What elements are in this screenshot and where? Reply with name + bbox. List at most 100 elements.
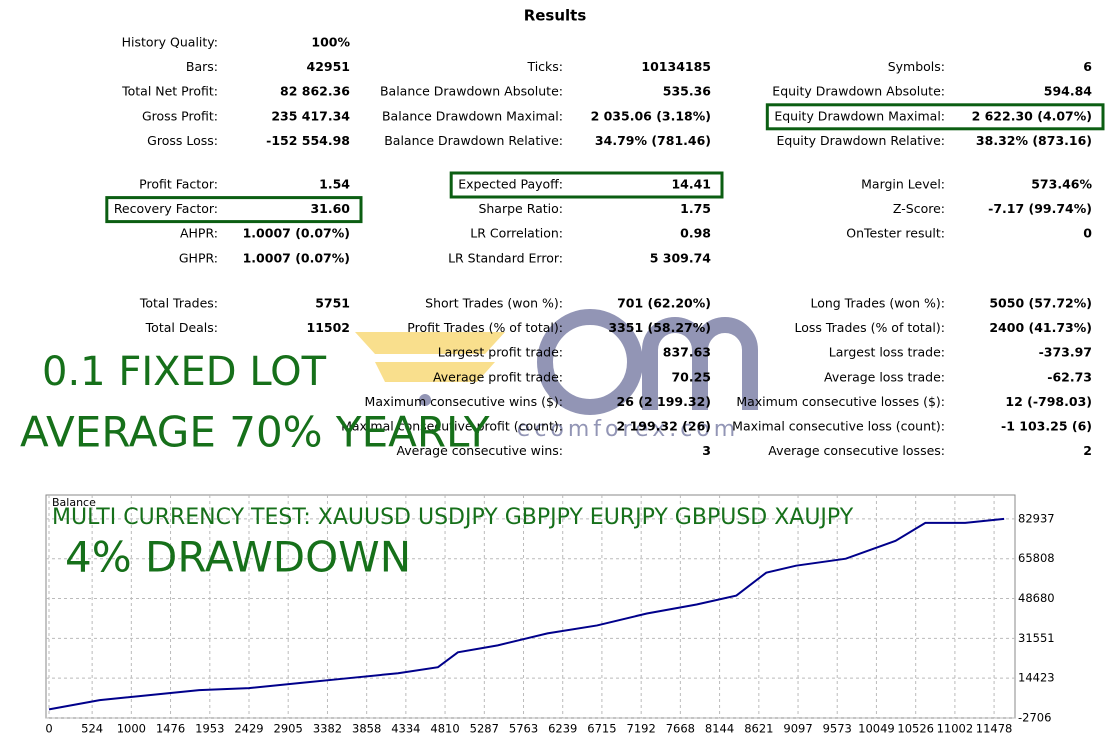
x-tick-label: 5763	[509, 722, 538, 736]
stat-label: Equity Drawdown Absolute:	[772, 84, 945, 99]
stat-value: 235 417.34	[271, 108, 350, 123]
stat-value: 573.46%	[1031, 177, 1092, 192]
x-tick-label: 5287	[470, 722, 499, 736]
stat-label: Z-Score:	[893, 201, 945, 216]
stat-label: OnTester result:	[846, 226, 945, 241]
x-tick-label: 6715	[587, 722, 616, 736]
stat-label: Symbols:	[888, 59, 945, 74]
stat-label: Average consecutive losses:	[768, 443, 945, 458]
stat-value: 1.54	[319, 177, 350, 192]
stat-value: 12 (-798.03)	[1005, 394, 1092, 409]
stat-label: Recovery Factor:	[114, 201, 218, 216]
stat-label: LR Standard Error:	[448, 250, 563, 265]
stat-label: Maximum consecutive wins ($):	[365, 394, 563, 409]
stat-label: Gross Profit:	[142, 108, 218, 123]
stat-value: 26 (2 199.32)	[617, 394, 711, 409]
stat-label: Total Deals:	[145, 320, 218, 335]
stat-label: Balance Drawdown Maximal:	[382, 108, 563, 123]
stat-value: 14.41	[671, 177, 711, 192]
stat-value: 10134185	[641, 59, 711, 74]
x-tick-label: 8144	[705, 722, 734, 736]
stat-value: 42951	[307, 59, 351, 74]
x-tick-label: 9573	[823, 722, 852, 736]
overlay-yearly: AVERAGE 70% YEARLY	[20, 408, 490, 457]
y-tick-label: 82937	[1018, 511, 1055, 525]
stat-label: Long Trades (won %):	[810, 296, 945, 311]
y-tick-label: 14423	[1018, 671, 1055, 685]
stat-label: Balance Drawdown Absolute:	[380, 84, 563, 99]
stat-label: Balance Drawdown Relative:	[384, 133, 563, 148]
stat-value: 535.36	[663, 84, 712, 99]
x-tick-label: 1476	[156, 722, 185, 736]
x-tick-label: 1953	[195, 722, 224, 736]
chart-frame	[45, 494, 1016, 719]
y-tick-label: 48680	[1018, 591, 1055, 605]
stat-label: Average loss trade:	[824, 369, 945, 384]
stat-label: Average profit trade:	[433, 369, 563, 384]
x-tick-label: 4334	[391, 722, 420, 736]
stat-value: 1.75	[680, 201, 711, 216]
x-tick-label: 8621	[744, 722, 773, 736]
x-tick-label: 1000	[117, 722, 146, 736]
stat-label: Loss Trades (% of total):	[794, 320, 945, 335]
stat-value: 2 199.32 (26)	[617, 419, 711, 434]
stat-value: 82 862.36	[280, 84, 350, 99]
stat-value: 3351 (58.27%)	[608, 320, 711, 335]
highlight-box	[105, 196, 363, 224]
y-tick-label: 31551	[1018, 631, 1055, 645]
watermark-text: ecomforex.com	[517, 417, 739, 442]
stat-value: 38.32% (873.16)	[976, 133, 1092, 148]
stat-value: 5050 (57.72%)	[989, 296, 1092, 311]
stat-value: 5 309.74	[650, 250, 712, 265]
stat-label: Gross Loss:	[147, 133, 218, 148]
x-tick-label: 11478	[976, 722, 1013, 736]
overlay-lot: 0.1 FIXED LOT	[42, 349, 327, 395]
x-tick-label: 7668	[666, 722, 695, 736]
stat-label: Profit Factor:	[139, 177, 218, 192]
x-tick-label: 2429	[234, 722, 263, 736]
highlight-box	[765, 103, 1105, 131]
stat-label: Equity Drawdown Relative:	[777, 133, 945, 148]
stat-label: Largest loss trade:	[829, 345, 945, 360]
stat-value: 100%	[311, 35, 350, 50]
stat-label: Total Trades:	[139, 296, 218, 311]
stat-value: 70.25	[671, 369, 711, 384]
stat-value: 2 035.06 (3.18%)	[591, 108, 711, 123]
x-tick-label: 4810	[430, 722, 459, 736]
title: Results	[524, 7, 587, 25]
stat-label: Profit Trades (% of total):	[407, 320, 563, 335]
x-tick-label: 524	[81, 722, 103, 736]
stat-label: Expected Payoff:	[458, 177, 563, 192]
stat-label: GHPR:	[179, 250, 218, 265]
x-tick-label: 3858	[352, 722, 381, 736]
x-tick-label: 7192	[627, 722, 656, 736]
x-tick-label: 3382	[313, 722, 342, 736]
stat-label: Largest profit trade:	[438, 345, 563, 360]
stat-value: 31.60	[310, 201, 350, 216]
stat-value: -152 554.98	[266, 133, 350, 148]
stat-value: 2400 (41.73%)	[989, 320, 1092, 335]
stat-value: 3	[702, 443, 711, 458]
stat-label: Maximal consecutive loss (count):	[732, 419, 945, 434]
stat-value: 594.84	[1044, 84, 1093, 99]
x-tick-label: 11002	[937, 722, 974, 736]
stat-label: Maximum consecutive losses ($):	[736, 394, 945, 409]
stat-label: Average consecutive wins:	[396, 443, 563, 458]
stat-label: Equity Drawdown Maximal:	[774, 108, 945, 123]
x-tick-label: 10049	[858, 722, 895, 736]
x-tick-label: 6239	[548, 722, 577, 736]
stat-label: History Quality:	[122, 35, 218, 50]
stat-value: 34.79% (781.46)	[595, 133, 711, 148]
x-tick-label: 10526	[897, 722, 934, 736]
stat-label: Bars:	[186, 59, 218, 74]
stat-value: 701 (62.20%)	[617, 296, 711, 311]
stat-value: 1.0007 (0.07%)	[243, 226, 350, 241]
stat-value: -1 103.25 (6)	[1001, 419, 1092, 434]
stat-value: 6	[1083, 59, 1092, 74]
stat-label: Ticks:	[526, 59, 563, 74]
overlay-test: MULTI CURRENCY TEST: XAUUSD USDJPY GBPJP…	[52, 505, 854, 530]
stat-value: 0	[1083, 226, 1092, 241]
stat-label: Margin Level:	[861, 177, 945, 192]
